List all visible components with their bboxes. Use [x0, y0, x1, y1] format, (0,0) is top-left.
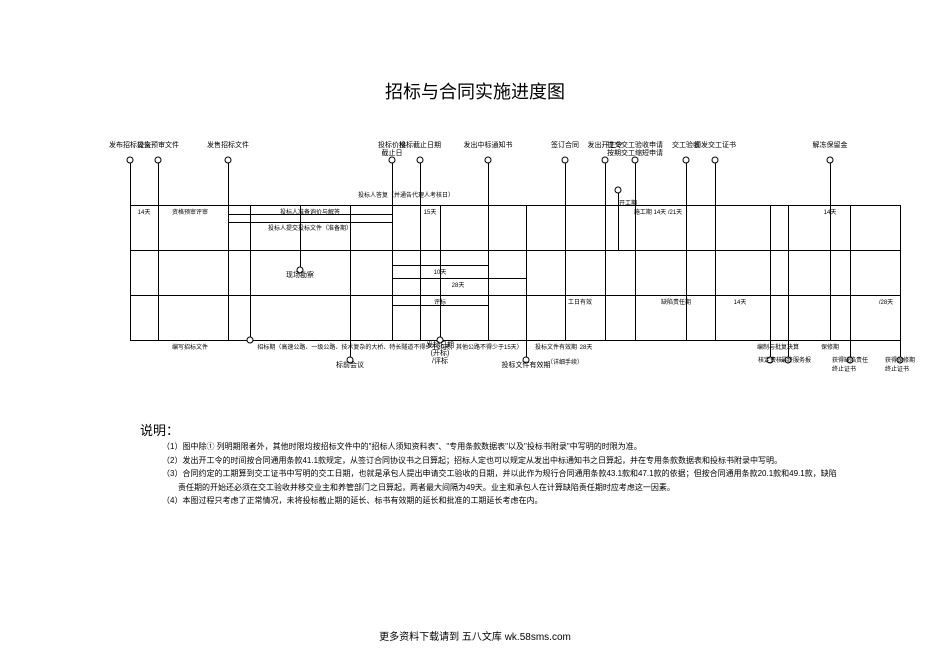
event-line — [420, 160, 421, 340]
event-label: 解冻保留金 — [813, 142, 848, 150]
event-line — [250, 205, 251, 340]
event-label: 发售招标文件 — [207, 142, 249, 150]
duration-label: 28天 — [580, 342, 593, 351]
timeline-axis — [130, 295, 900, 296]
duration-label: 最终服务报 — [781, 355, 811, 364]
event-line — [130, 160, 131, 340]
timeline-axis — [130, 340, 900, 341]
event-line — [900, 205, 901, 360]
duration-label: 编写招标文件 — [172, 342, 208, 351]
event-line — [228, 160, 229, 340]
duration-label: 获得缺陷责任终止证书 — [832, 355, 868, 373]
event-line — [526, 205, 527, 360]
timeline-axis — [130, 205, 900, 206]
event-node — [562, 157, 569, 164]
duration-label: 10天 — [434, 267, 447, 276]
notes-line: 责任期的开始还必须在交工验收并移交业主和养管部门之日算起，两者最大间隔为49天。… — [162, 481, 837, 495]
event-line — [158, 160, 159, 340]
duration-label: 施工期 14天 /21天 — [634, 207, 682, 216]
segment-line — [392, 278, 526, 279]
event-line — [392, 160, 393, 340]
duration-label: 15天 — [424, 207, 437, 216]
notes-line: （3）合同约定的工期算到交工证书中写明的交工日期，也就是承包人提出申请交工验收的… — [162, 467, 837, 481]
duration-label: 投标文件有效期 — [535, 342, 577, 351]
duration-label: 缺陷责任期 — [661, 297, 691, 306]
event-node — [683, 157, 690, 164]
duration-label: 14天 — [138, 207, 151, 216]
event-node — [827, 157, 834, 164]
event-label: 投标文件有效期 — [502, 362, 551, 370]
duration-label: （详细手续） — [547, 357, 583, 366]
event-label: 发出中标通知书 — [464, 142, 513, 150]
event-node — [247, 337, 254, 344]
event-line — [635, 160, 636, 340]
event-line — [488, 160, 489, 340]
event-line — [770, 205, 771, 360]
duration-label: /28天 — [879, 297, 893, 306]
duration-label: 评标 — [434, 297, 446, 306]
duration-label: 28天 — [452, 280, 465, 289]
duration-label: 开工期 — [619, 198, 637, 207]
event-line — [850, 205, 851, 360]
event-line — [686, 160, 687, 340]
timeline-axis — [130, 250, 900, 251]
duration-label: 获得保修期终止证书 — [885, 355, 915, 373]
duration-label: 工日有效 — [568, 297, 592, 306]
duration-label: 投标人准备询价与解答 — [280, 207, 340, 216]
duration-label: 保修期 — [821, 342, 839, 351]
schedule-diagram: 发布招标公告提交预审文件发售招标文件现场勘察标前会议投标价格截止日投标截止日期发… — [130, 150, 900, 370]
event-line — [788, 205, 789, 360]
event-line — [830, 160, 831, 340]
notes-line: （4）本图过程只考虑了正常情况，未将投标截止期的延长、标书有效期的延长和批准的工… — [162, 494, 837, 508]
event-line — [605, 160, 606, 340]
event-line — [715, 160, 716, 340]
event-label: 签订合同 — [551, 142, 579, 150]
duration-label: 14天 — [734, 297, 747, 306]
page-title: 招标与合同实施进度图 — [0, 78, 950, 104]
event-node — [127, 157, 134, 164]
event-node — [615, 187, 622, 194]
event-node — [155, 157, 162, 164]
duration-label: 投标人提交投标文件（准备期） — [268, 223, 352, 232]
duration-label: 资格预审评审 — [172, 207, 208, 216]
event-node — [225, 157, 232, 164]
notes-heading: 说明： — [140, 420, 179, 439]
event-label: 颁发交工证书 — [694, 142, 736, 150]
footer-text: 更多资料下载请到 五八文库 wk.58sms.com — [0, 628, 950, 643]
event-label: 提交预审文件 — [137, 142, 179, 150]
event-node — [417, 157, 424, 164]
notes-body: （1）图中除① 列明期限者外，其他时限均按招标文件中的"招标人须知资料表"、"专… — [162, 440, 837, 508]
event-node — [485, 157, 492, 164]
event-node — [712, 157, 719, 164]
duration-label: 招标期（高速公路、一级公路、技术复杂的大桥、特长隧道不得少于20天，其他公路不得… — [257, 342, 522, 351]
notes-line: （1）图中除① 列明期限者外，其他时限均按招标文件中的"招标人须知资料表"、"专… — [162, 440, 837, 454]
duration-label: 编制与批复决算 — [757, 342, 799, 351]
event-line — [565, 160, 566, 340]
event-label: 标前会议 — [336, 362, 364, 370]
duration-label: 投标人答复（并通告代理人考核日） — [358, 190, 454, 199]
duration-label: 14天 — [824, 207, 837, 216]
event-label: 投标截止日期 — [399, 142, 441, 150]
notes-line: （2）发出开工令的时间按合同通用条款41.1款规定，从签订合同协议书之日算起；招… — [162, 454, 837, 468]
event-label: 现场勘察 — [286, 272, 314, 280]
event-label: 提交交工验收申请按期交工缩短申请 — [607, 142, 663, 158]
duration-label: 核定费核 — [758, 355, 782, 364]
